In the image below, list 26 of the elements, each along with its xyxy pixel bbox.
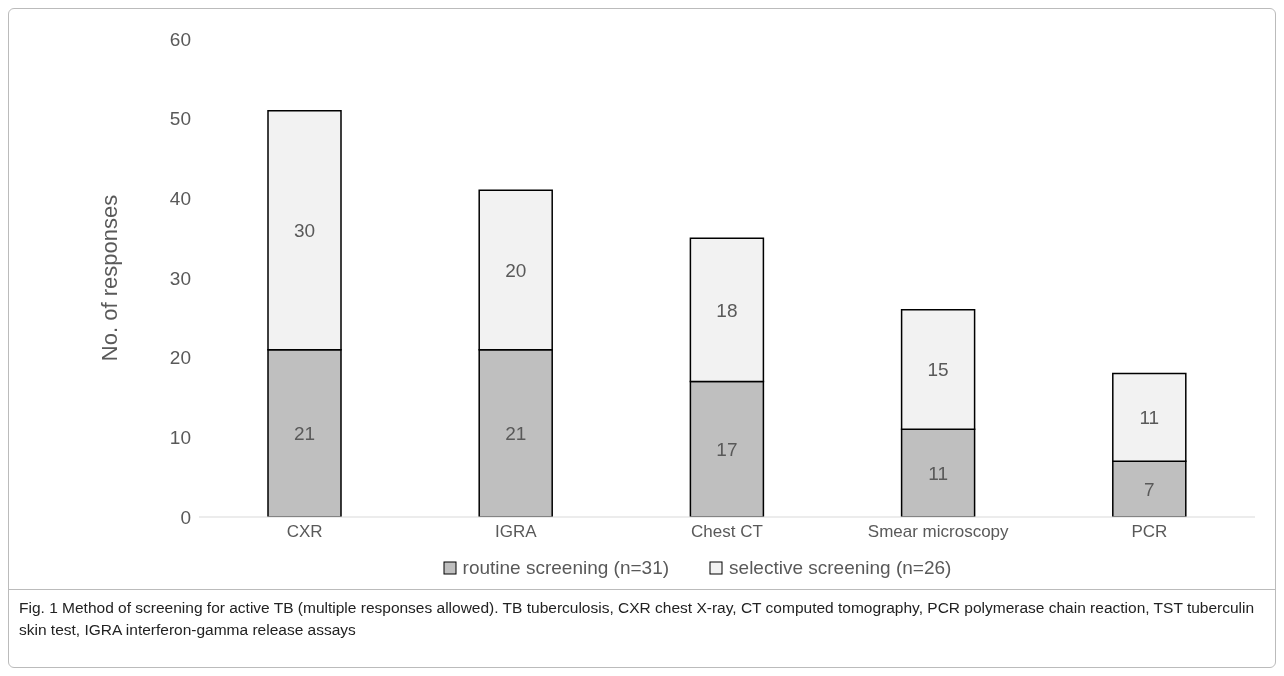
data-label: 7 [1144, 478, 1155, 500]
y-tick-label: 20 [169, 347, 191, 369]
y-tick-label: 0 [180, 506, 191, 528]
data-label: 20 [505, 259, 527, 281]
data-label: 11 [928, 462, 948, 484]
data-label: 11 [1139, 407, 1160, 429]
y-tick-label: 30 [169, 267, 191, 289]
x-tick-label: Smear microscopy [867, 522, 1010, 542]
y-tick-label: 40 [169, 188, 191, 210]
x-tick-label: IGRA [495, 522, 538, 542]
caption: Fig. 1 Method of screening for active TB (multiple responses allowed). TB tuberculosis, CXR chest X-ray, CT computed tomography, PCR polymerase chain reaction, TST tuberculin skin test, IGRA interferon-gamma release assays [19, 598, 1256, 640]
x-tick-label: CXR [286, 522, 323, 542]
data-label: 17 [716, 439, 738, 461]
data-label: 15 [927, 359, 949, 381]
y-axis-title: No. of responses [96, 194, 122, 362]
x-tick-label: PCR [1131, 522, 1168, 542]
data-label: 21 [505, 423, 527, 445]
y-tick-label: 50 [169, 108, 191, 130]
x-tick-label: Chest CT [691, 522, 763, 542]
data-label: 21 [293, 423, 316, 445]
y-tick-label: 10 [169, 427, 191, 449]
y-tick-label: 60 [169, 28, 191, 50]
legend-label: selective screening (n=26) [728, 557, 952, 579]
data-label: 18 [716, 299, 738, 321]
data-label: 30 [293, 219, 316, 241]
legend-label: routine screening (n=31) [461, 557, 670, 579]
